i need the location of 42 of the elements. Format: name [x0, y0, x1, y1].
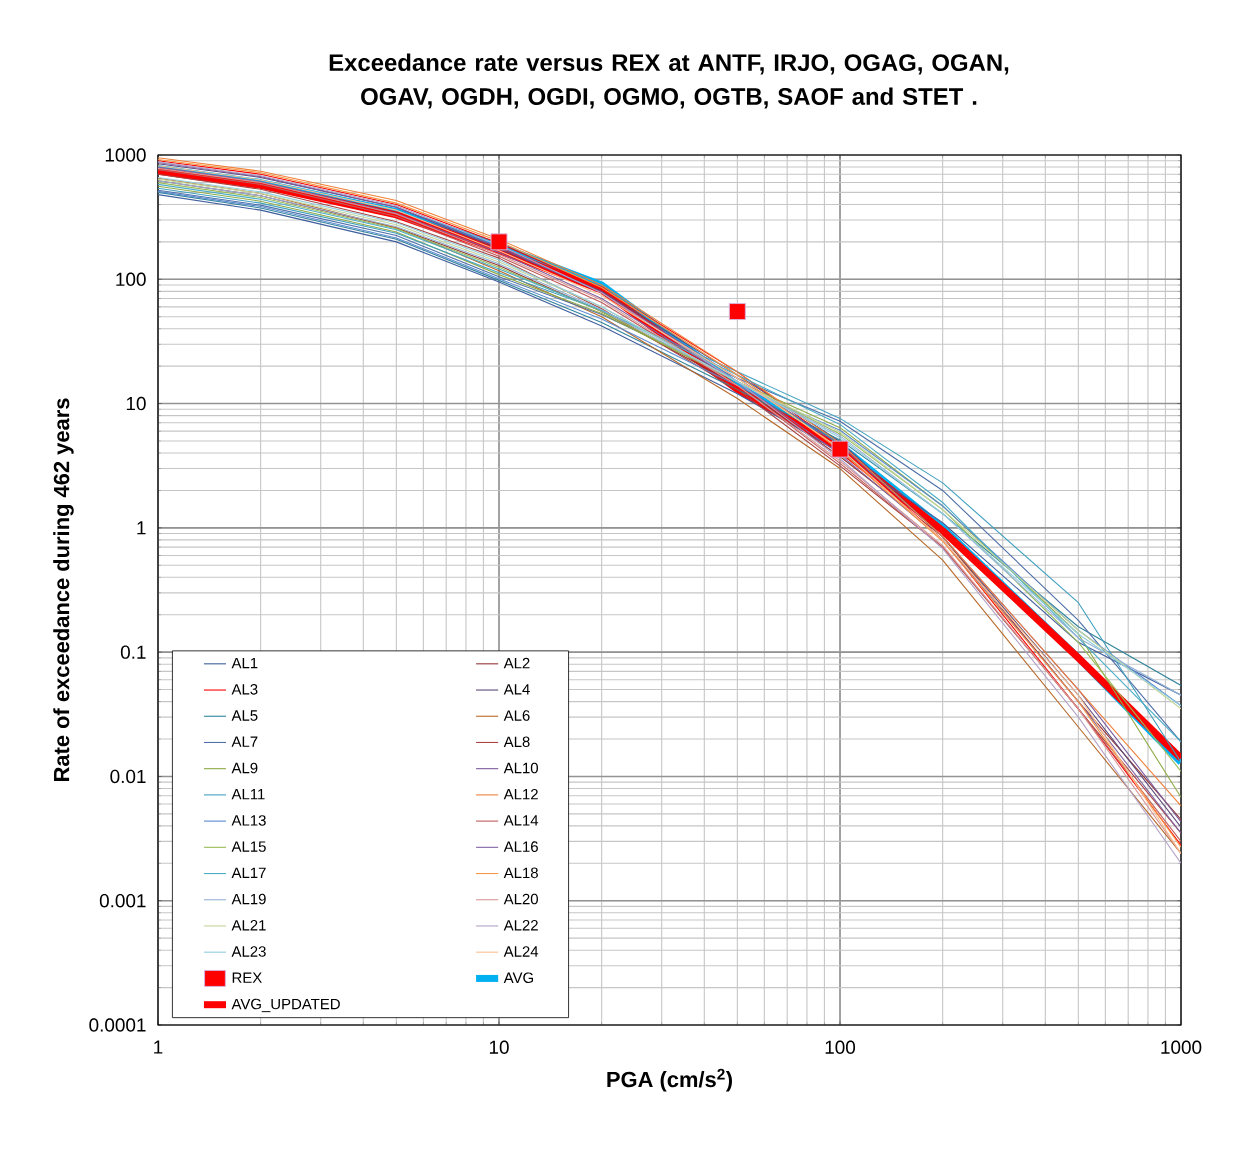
y-tick-label: 10	[126, 396, 146, 411]
y-tick-label: 1000	[105, 148, 146, 162]
legend-label: AL10	[503, 762, 538, 774]
legend-label: AL16	[503, 841, 538, 852]
chart-title: Exceedance rate versus REX at ANTF, IRJO, OGAG, OGAN, OGAV, OGDH, OGDI, OGMO, OGTB, SAOF and STET .	[329, 53, 1009, 109]
x-tick-label: 1000	[1161, 1040, 1202, 1054]
x-tick-label: 1	[154, 1040, 163, 1054]
y-tick-label: 0.01	[110, 769, 146, 784]
x-tick-label: 10	[489, 1040, 509, 1054]
y-tick-label: 1	[137, 521, 146, 535]
legend-label: AL24	[503, 946, 539, 957]
y-tick-label: 0.001	[99, 894, 146, 908]
legend-label: AL6	[503, 710, 530, 721]
legend-label: AL23	[231, 946, 266, 957]
legend-label: AL9	[231, 762, 258, 774]
legend-label: AVG_UPDATED	[231, 998, 340, 1013]
legend-label: AL1	[231, 657, 258, 669]
y-axis-title: Rate of exceedance during 462 years	[53, 398, 74, 782]
legend-label: AL18	[503, 867, 538, 879]
x-axis-title: PGA (cm/s$^{2}$)	[607, 1068, 732, 1092]
legend-label: AL12	[503, 788, 538, 800]
y-tick-label: 100	[116, 272, 146, 286]
legend-label: AL5	[231, 710, 258, 721]
y-tick-label: 0.0001	[89, 1018, 146, 1032]
legend-label: AL21	[231, 920, 266, 931]
y-tick-label: 0.1	[120, 645, 146, 659]
legend-label: AL7	[231, 736, 258, 747]
legend-label: AL8	[503, 736, 530, 748]
legend-label: AL20	[503, 893, 538, 905]
legend-label: AL17	[231, 867, 266, 878]
legend-label: AL19	[231, 893, 266, 905]
legend-label: AL3	[231, 684, 258, 695]
x-tick-label: 100	[825, 1040, 856, 1054]
legend-label: AL22	[503, 920, 538, 931]
legend-label: REX	[232, 972, 262, 983]
legend-label: AL4	[503, 684, 530, 695]
legend-label: AL15	[231, 841, 266, 852]
legend-label: AL2	[503, 657, 530, 669]
legend-label: AL13	[231, 815, 266, 826]
legend-label: AL11	[231, 789, 265, 800]
legend-label: AVG	[503, 972, 534, 984]
legend-label: AL14	[503, 815, 539, 826]
